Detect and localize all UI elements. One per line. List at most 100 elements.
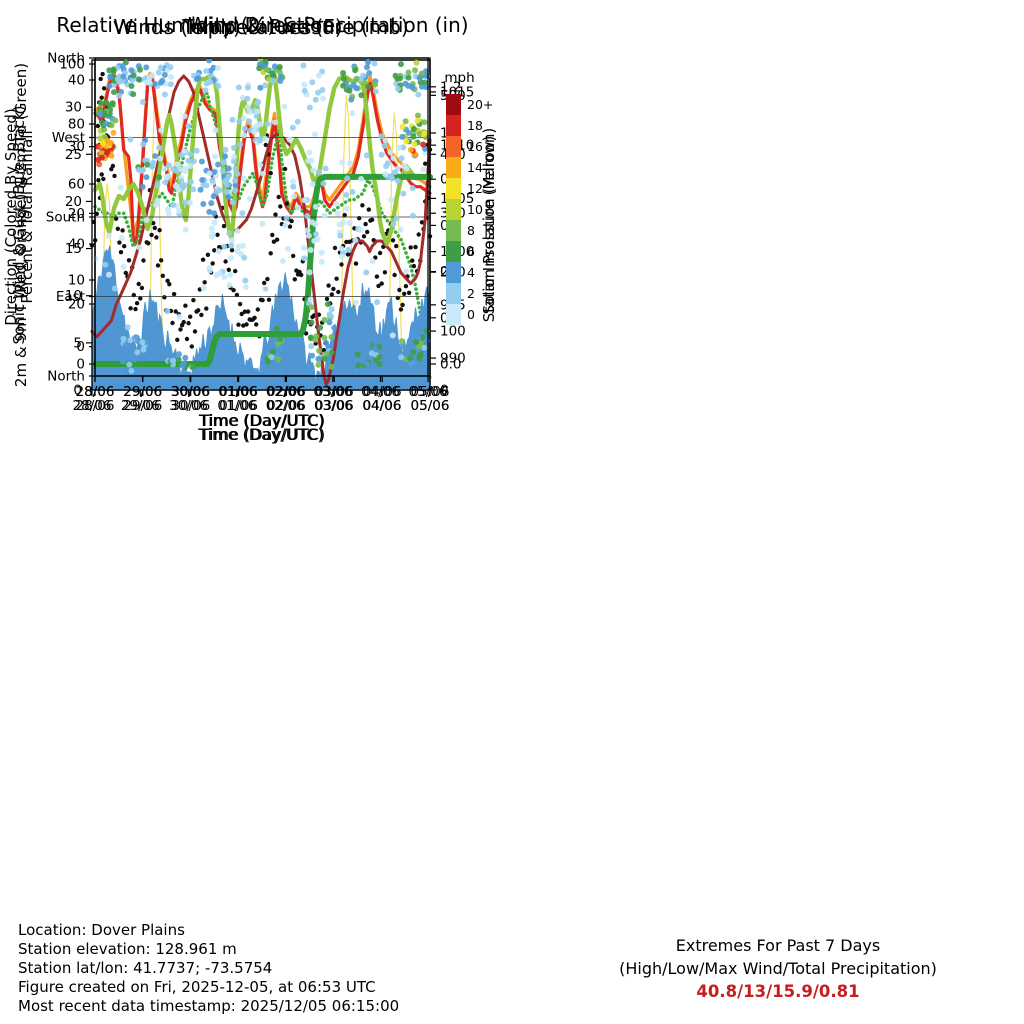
svg-text:South: South [46,210,85,226]
station-latlon: Station lat/lon: 41.7737; -73.5754 [18,959,273,977]
svg-text:01/06: 01/06 [219,384,258,400]
svg-text:20: 20 [68,206,85,222]
wind-direction-chart: 28/06 29/06 30/06 01/06 02/06 03/06 04/06 05/06… [0,0,512,456]
svg-text:8: 8 [467,223,475,238]
svg-text:20: 20 [65,194,82,210]
svg-text:mph: mph [444,70,474,86]
extremes-summary: Extremes For Past 7 Days (High/Low/Max W… [558,934,998,1003]
svg-text:28/06: 28/06 [76,398,115,414]
svg-text:Winds (mph) & Pressure (mb): Winds (mph) & Pressure (mb) [113,15,408,39]
svg-text:0: 0 [76,357,85,373]
svg-text:0: 0 [440,383,449,399]
svg-text:East: East [56,289,85,305]
svg-text:North: North [47,51,85,67]
svg-text:1.2: 1.2 [440,79,461,95]
svg-text:04/06: 04/06 [361,384,400,400]
svg-text:Time (Day/UTC): Time (Day/UTC) [199,411,325,430]
svg-text:05/06: 05/06 [411,398,450,414]
svg-text:30/06: 30/06 [169,398,208,414]
svg-text:05/06: 05/06 [411,398,450,414]
svg-text:18: 18 [467,118,483,133]
svg-text:Time (Day/UTC): Time (Day/UTC) [197,425,323,444]
svg-text:60: 60 [68,177,85,193]
svg-text:Temperature (F): Temperature (F) [181,15,342,39]
svg-text:5: 5 [73,335,82,351]
svg-text:14: 14 [467,160,483,175]
svg-text:Percent & Total Rainfall: Percent & Total Rainfall [18,130,36,303]
svg-text:0.0: 0.0 [440,356,461,372]
svg-text:80: 80 [68,117,85,133]
svg-text:01/06: 01/06 [218,384,257,400]
svg-text:30: 30 [68,139,85,155]
svg-text:10: 10 [65,288,82,304]
svg-text:40: 40 [68,237,85,253]
svg-text:West: West [52,130,85,146]
svg-text:Time (Day/UTC): Time (Day/UTC) [198,411,324,430]
extremes-values: 40.8/13/15.9/0.81 [696,982,860,1001]
svg-text:6: 6 [467,244,475,259]
svg-text:Solar Insolation (Yellow): Solar Insolation (Yellow) [480,136,498,315]
svg-text:02/06: 02/06 [267,384,306,400]
svg-text:01/06: 01/06 [217,398,256,414]
svg-text:29/06: 29/06 [123,398,162,414]
svg-text:100: 100 [440,324,466,340]
svg-text:0: 0 [73,383,82,399]
svg-text:30: 30 [65,100,82,116]
svg-text:30/06: 30/06 [171,398,210,414]
svg-text:16: 16 [467,139,483,154]
svg-text:03/06: 03/06 [313,384,352,400]
svg-text:05/06: 05/06 [411,384,450,400]
svg-text:100: 100 [59,57,85,73]
extremes-subtitle: (High/Low/Max Wind/Total Precipitation) [619,959,937,978]
svg-text:Time (Day/UTC): Time (Day/UTC) [199,425,325,444]
svg-text:Wind Direction: Wind Direction [188,13,335,37]
svg-text:10: 10 [68,273,85,289]
svg-text:02/06: 02/06 [266,384,305,400]
svg-text:03/06: 03/06 [314,398,353,414]
humidity-precip-chart: 28/06 29/06 30/06 01/06 02/06 03/06 04/06 05/06… [0,0,512,456]
svg-text:03/06: 03/06 [315,398,354,414]
svg-text:03/06: 03/06 [315,384,354,400]
svg-text:Relative Humidity (%) & Precip: Relative Humidity (%) & Precipitation (i… [56,13,468,37]
svg-text:29/06: 29/06 [121,398,160,414]
svg-text:30/06: 30/06 [171,384,210,400]
svg-text:0: 0 [76,339,85,355]
svg-text:05/06: 05/06 [409,384,448,400]
svg-text:28/06: 28/06 [76,384,115,400]
svg-text:Sonic Wind & Gust (Blue, Black: Sonic Wind & Gust (Blue, Black) [10,106,28,345]
svg-text:30/06: 30/06 [171,384,210,400]
svg-text:2: 2 [467,286,475,301]
svg-text:02/06: 02/06 [266,398,305,414]
station-info: Location: Dover Plains Station elevation… [18,921,399,1016]
svg-text:29/06: 29/06 [123,384,162,400]
humidity-svg: 28/06 29/06 30/06 01/06 02/06 03/06 04/06 05/06… [18,13,469,430]
svg-text:Station Pressure (Maroon): Station Pressure (Maroon) [480,128,498,322]
extremes-title: Extremes For Past 7 Days [675,936,881,955]
svg-text:North: North [47,369,85,385]
svg-text:04/06: 04/06 [363,398,402,414]
svg-text:0: 0 [467,307,475,322]
station-location: Location: Dover Plains [18,921,185,939]
svg-text:Direction (Colored By Speed): Direction (Colored By Speed) [2,108,20,326]
svg-text:25: 25 [65,147,82,163]
svg-text:20+: 20+ [467,97,493,112]
figure-created: Figure created on Fri, 2025-12-05, at 06… [18,978,376,996]
station-elevation: Station elevation: 128.961 m [18,940,237,958]
svg-text:15: 15 [65,241,82,257]
svg-text:04/06: 04/06 [363,384,402,400]
svg-text:02/06: 02/06 [267,398,306,414]
svg-text:40: 40 [68,73,85,89]
svg-text:4: 4 [467,265,475,280]
svg-text:20: 20 [68,297,85,313]
svg-text:04/06: 04/06 [362,398,401,414]
svg-text:28/06: 28/06 [76,384,115,400]
winddir-svg: 28/06 29/06 30/06 01/06 02/06 03/06 04/06 05/06… [2,13,493,430]
data-timestamp: Most recent data timestamp: 2025/12/05 0… [18,997,400,1015]
svg-text:12: 12 [467,181,483,196]
svg-text:29/06: 29/06 [123,384,162,400]
svg-text:10: 10 [467,202,483,217]
svg-text:01/06: 01/06 [219,398,258,414]
svg-text:2m & 9m T (Red, Orange) & 2m T: 2m & 9m T (Red, Orange) & 2m Td (Green) [12,63,30,387]
svg-text:990: 990 [440,351,466,367]
